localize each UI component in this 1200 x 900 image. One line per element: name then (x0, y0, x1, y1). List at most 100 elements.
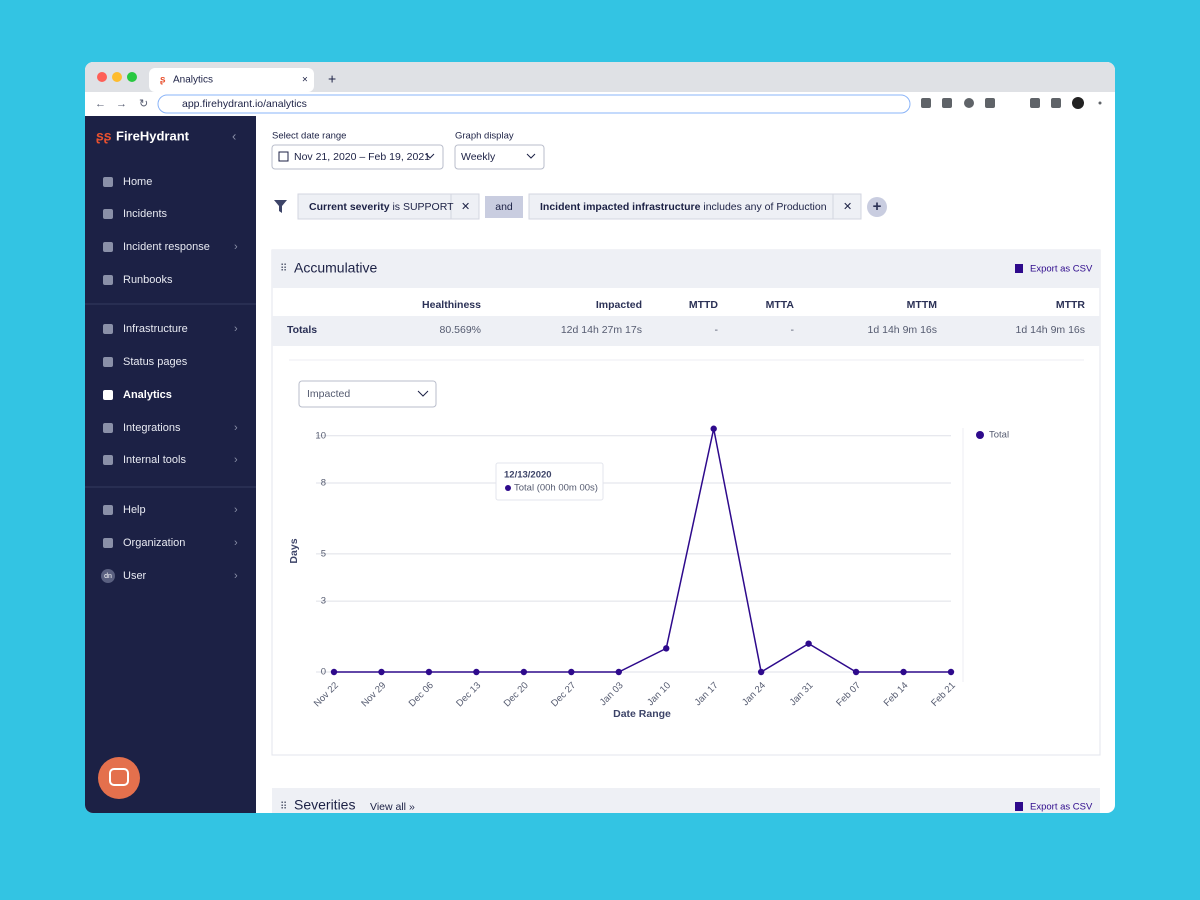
address-bar[interactable] (157, 94, 911, 114)
y-tick-label: 3 (321, 596, 326, 607)
data-point[interactable] (900, 668, 907, 676)
column-header: Healthiness (422, 299, 481, 311)
legend-marker (976, 431, 984, 439)
tooltip-title: 12/13/2020 (504, 470, 552, 481)
data-point[interactable] (947, 668, 955, 676)
nav-item[interactable]: Internal tools (123, 454, 186, 466)
nav-icon (103, 390, 113, 400)
metric-value: Impacted (307, 388, 350, 400)
y-axis-label: Days (288, 538, 300, 563)
nav-item[interactable]: Home (123, 176, 152, 188)
nav-item[interactable]: Status pages (123, 356, 188, 368)
date-picker[interactable] (271, 144, 444, 170)
svg-text:‹: ‹ (232, 128, 236, 143)
y-tick-label: 8 (321, 478, 326, 489)
data-point[interactable] (615, 668, 622, 676)
data-point[interactable] (710, 425, 717, 432)
column-header: MTTD (689, 299, 719, 311)
data-point[interactable] (852, 668, 860, 676)
nav-item[interactable]: Runbooks (123, 274, 173, 286)
y-tick-label: 10 (315, 430, 326, 441)
svg-text:⠿: ⠿ (280, 264, 287, 275)
metric-select[interactable] (298, 380, 437, 408)
add-filter[interactable] (867, 197, 887, 217)
url: app.firehydrant.io/analytics (182, 98, 307, 110)
nav-item[interactable]: Analytics (123, 389, 172, 401)
data-point[interactable] (757, 668, 765, 676)
nav-item[interactable]: Incidents (123, 208, 168, 220)
data-point[interactable] (330, 668, 338, 676)
nav-icon (103, 423, 113, 433)
display-select[interactable] (454, 144, 545, 170)
row-label: Totals (287, 324, 317, 336)
sidebar-items: Home Incidents Incident response › Runbooks I… (101, 176, 238, 583)
tab-close[interactable]: × (302, 75, 308, 86)
filter-field: Current severity (309, 201, 390, 213)
export-csv[interactable]: Export as CSV (1030, 264, 1093, 275)
nav-icon (103, 505, 113, 515)
extension-icons (921, 97, 1102, 109)
severities-header (272, 788, 1100, 813)
section-title: Accumulative (294, 260, 377, 276)
chat-button[interactable] (98, 757, 140, 799)
data-point[interactable] (805, 640, 812, 647)
nav-icon (103, 324, 113, 334)
filter-chip[interactable] (297, 193, 480, 220)
brand: FireHydrant (116, 128, 190, 143)
avatar-initials: dn (104, 573, 112, 580)
nav-item[interactable]: Integrations (123, 422, 181, 434)
card-header (272, 250, 1100, 288)
series-line (334, 428, 951, 674)
table-cell: 1d 14h 9m 16s (868, 324, 937, 336)
table-cell: 1d 14h 9m 16s (1016, 324, 1085, 336)
data-point[interactable] (473, 668, 480, 676)
nav-chevron: › (234, 570, 238, 582)
svg-text:ʂʂ: ʂʂ (96, 128, 112, 144)
nav-icon (103, 209, 113, 219)
avatar (101, 569, 115, 583)
tab[interactable] (149, 68, 314, 92)
filter-remove[interactable]: ✕ (461, 201, 470, 213)
filter-rest: includes any of Production (700, 201, 826, 213)
summary-table: Healthiness Impacted MTTD MTTA MTTM MTTR Total… (287, 299, 1085, 336)
new-tab[interactable]: + (328, 71, 336, 87)
tooltip-text: Total (00h 00m 00s) (514, 483, 598, 494)
reload[interactable]: ↻ (139, 98, 148, 110)
column-header: Impacted (596, 299, 642, 311)
nav-item[interactable]: User (123, 570, 147, 582)
y-tick-label: 5 (321, 548, 326, 559)
tooltip-marker (505, 485, 511, 491)
legend-label[interactable]: Total (989, 430, 1009, 441)
filter-field: Incident impacted infrastructure (540, 201, 701, 213)
export-csv[interactable]: Export as CSV (1030, 802, 1093, 813)
filter-remove[interactable]: ✕ (843, 201, 852, 213)
x-axis-label: Date Range (613, 708, 671, 720)
data-point[interactable] (378, 668, 385, 676)
view-all[interactable]: View all (370, 801, 406, 813)
nav-icon (103, 455, 113, 465)
date-value: Nov 21, 2020 – Feb 19, 2021 (294, 151, 430, 163)
data-point[interactable] (568, 668, 575, 676)
display-value: Weekly (461, 151, 496, 163)
nav-chevron: › (234, 454, 238, 466)
nav-icon (103, 538, 113, 548)
joiner (485, 196, 523, 218)
data-point[interactable] (425, 668, 433, 676)
forward[interactable]: → (116, 98, 127, 110)
back[interactable]: ← (95, 98, 106, 110)
data-point[interactable] (520, 668, 528, 676)
nav-item[interactable]: Organization (123, 537, 185, 549)
nav-item[interactable]: Help (123, 504, 146, 516)
data-point[interactable] (663, 645, 670, 652)
nav-item[interactable]: Incident response (123, 241, 210, 253)
nav-icon (103, 275, 113, 285)
nav-chevron: › (234, 323, 238, 335)
nav-item[interactable]: Infrastructure (123, 323, 188, 335)
totals-row (272, 316, 1100, 346)
table-cell: - (791, 324, 795, 336)
nav-chevron: › (234, 537, 238, 549)
table-cell: 12d 14h 27m 17s (561, 324, 642, 336)
section-title: Severities (294, 797, 355, 813)
filter-chip[interactable] (528, 193, 862, 220)
nav-icon (103, 177, 113, 187)
